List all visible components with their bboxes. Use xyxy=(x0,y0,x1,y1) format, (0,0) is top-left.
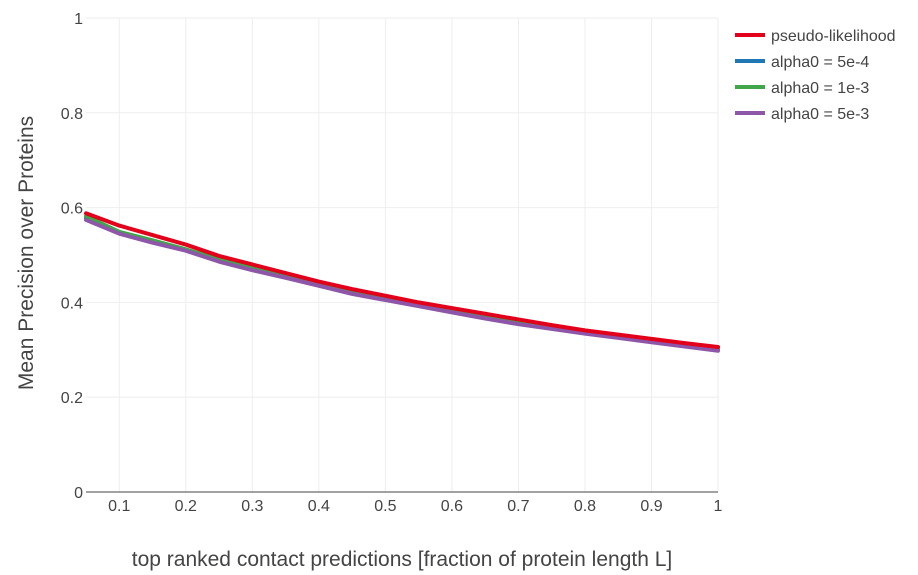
grid xyxy=(86,17,719,493)
x-tick-label: 0.7 xyxy=(507,498,529,515)
x-axis-title: top ranked contact predictions [fraction… xyxy=(132,548,673,571)
y-axis-ticks: 0 0.2 0.4 0.6 0.8 1 xyxy=(61,11,83,502)
y-tick-label: 0 xyxy=(74,485,83,502)
y-tick-label: 0.4 xyxy=(61,295,83,312)
y-tick-label: 0.6 xyxy=(61,201,83,218)
legend-label: alpha0 = 1e-3 xyxy=(771,80,869,97)
x-tick-label: 0.4 xyxy=(308,498,330,515)
legend-label: alpha0 = 5e-4 xyxy=(771,54,869,71)
legend-label: alpha0 = 5e-3 xyxy=(771,106,869,123)
x-tick-label: 0.8 xyxy=(574,498,596,515)
legend: pseudo-likelihood alpha0 = 5e-4 alpha0 = 1… xyxy=(735,28,896,123)
legend-label: pseudo-likelihood xyxy=(771,28,896,45)
y-tick-label: 0.2 xyxy=(61,390,83,407)
x-tick-label: 1 xyxy=(714,498,723,515)
y-axis-title: Mean Precision over Proteins xyxy=(15,116,38,390)
x-tick-label: 0.1 xyxy=(108,498,130,515)
series-line-2 xyxy=(84,214,720,351)
x-tick-label: 0.3 xyxy=(241,498,263,515)
series-line-0 xyxy=(84,211,720,349)
series-line-1 xyxy=(84,216,720,352)
y-tick-label: 0.8 xyxy=(61,106,83,123)
x-tick-label: 0.9 xyxy=(640,498,662,515)
x-axis-ticks: 0.1 0.2 0.3 0.4 0.5 0.6 0.7 0.8 0.9 1 xyxy=(108,498,722,515)
x-tick-label: 0.6 xyxy=(441,498,463,515)
plot-area xyxy=(84,211,720,353)
x-tick-label: 0.2 xyxy=(175,498,197,515)
x-tick-label: 0.5 xyxy=(374,498,396,515)
series-line-3 xyxy=(84,217,720,353)
y-tick-label: 1 xyxy=(74,11,83,28)
